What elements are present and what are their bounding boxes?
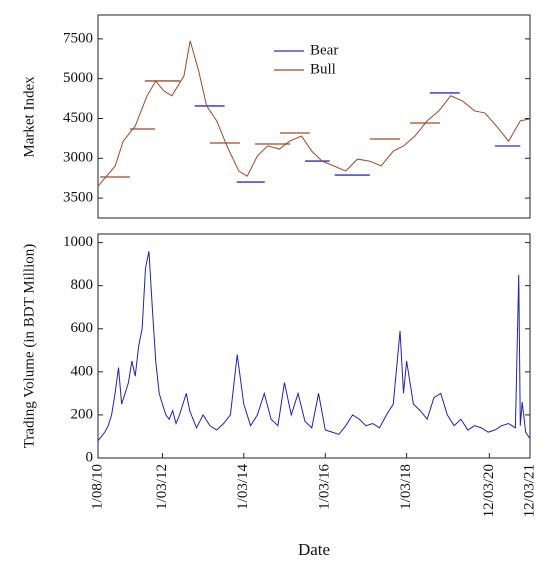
- legend-label: Bear: [310, 42, 338, 58]
- y-axis-label: Trading Volume (in BDT Million): [21, 244, 37, 448]
- x-tick-label: 12/03/20: [481, 464, 497, 517]
- x-tick-label: 1/08/10: [89, 464, 105, 510]
- y-axis-label: Market Index: [21, 76, 37, 158]
- plot-frame: [97, 14, 531, 219]
- y-tick-label: 800: [71, 277, 94, 293]
- x-tick-label: 1/03/14: [235, 464, 251, 510]
- data-line: [97, 251, 531, 442]
- plot-frame: [97, 233, 531, 459]
- data-line: [97, 40, 531, 187]
- y-tick-label: 200: [71, 406, 94, 422]
- y-tick-label: 0: [86, 449, 94, 465]
- x-tick-label: 1/03/18: [398, 464, 414, 510]
- x-tick-label: 1/03/16: [317, 464, 333, 510]
- y-tick-label: 3500: [63, 190, 93, 206]
- y-tick-label: 600: [71, 320, 94, 336]
- x-axis-label: Date: [298, 540, 330, 559]
- y-tick-label: 3000: [63, 150, 93, 166]
- y-tick-label: 400: [71, 363, 94, 379]
- x-tick-label: 1/03/12: [154, 464, 170, 510]
- y-tick-label: 4500: [63, 110, 93, 126]
- y-tick-label: 5000: [63, 70, 93, 86]
- y-tick-label: 7500: [63, 30, 93, 46]
- y-tick-label: 1000: [63, 234, 93, 250]
- x-tick-label: 12/03/21: [521, 464, 537, 517]
- legend-label: Bull: [310, 61, 336, 77]
